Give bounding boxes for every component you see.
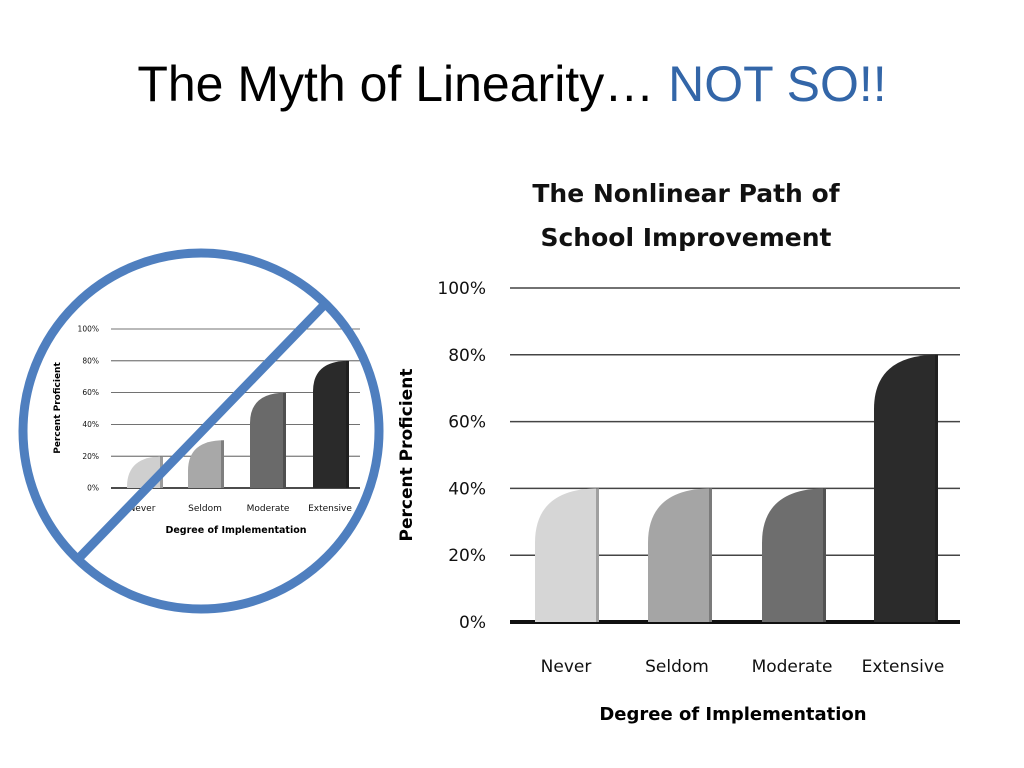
bar-seldom bbox=[188, 440, 224, 488]
y-tick-label: 60% bbox=[82, 388, 99, 397]
main-chart-title-line-1: The Nonlinear Path of bbox=[532, 179, 840, 208]
main-chart-y-axis-label: Percent Proficient bbox=[397, 369, 417, 542]
y-tick-label: 60% bbox=[448, 413, 486, 433]
x-tick-label: Moderate bbox=[247, 504, 290, 514]
y-tick-label: 20% bbox=[82, 452, 99, 461]
small-chart-y-tick-labels: 0% 20% 40% 60% 80% 100% bbox=[78, 325, 99, 493]
x-tick-label: Extensive bbox=[308, 504, 352, 514]
bar-edge-shade bbox=[823, 488, 826, 622]
bar-moderate bbox=[250, 392, 286, 488]
y-tick-label: 20% bbox=[448, 546, 486, 566]
x-tick-label: Seldom bbox=[645, 657, 709, 677]
y-tick-label: 80% bbox=[448, 346, 486, 366]
bar-edge-shade bbox=[346, 360, 349, 488]
y-tick-label: 80% bbox=[82, 356, 99, 365]
bar-edge-shade bbox=[709, 488, 712, 622]
main-chart-x-tick-labels: Never Seldom Moderate Extensive bbox=[541, 657, 945, 677]
small-chart-x-tick-labels: Never Seldom Moderate Extensive bbox=[129, 504, 353, 514]
slide-title: The Myth of Linearity… NOT SO!! bbox=[0, 52, 1024, 116]
y-tick-label: 100% bbox=[437, 279, 486, 299]
main-chart-y-tick-labels: 0% 20% 40% 60% 80% 100% bbox=[437, 279, 486, 633]
main-chart-bars bbox=[535, 354, 938, 622]
main-chart-x-axis-label: Degree of Implementation bbox=[599, 704, 866, 725]
x-tick-label: Seldom bbox=[188, 504, 222, 514]
bar-seldom bbox=[648, 488, 712, 622]
x-tick-label: Never bbox=[129, 504, 156, 514]
slide-title-accent: NOT SO!! bbox=[668, 56, 887, 112]
small-chart-x-axis-label: Degree of Implementation bbox=[165, 525, 306, 536]
y-tick-label: 0% bbox=[87, 484, 99, 493]
bar-extensive bbox=[874, 354, 938, 622]
bar-never bbox=[535, 488, 599, 622]
slide-title-main: The Myth of Linearity… bbox=[137, 56, 655, 112]
bar-edge-shade bbox=[596, 488, 599, 622]
y-tick-label: 40% bbox=[448, 479, 486, 499]
main-chart-title-line-2: School Improvement bbox=[540, 223, 831, 252]
y-tick-label: 0% bbox=[459, 613, 486, 633]
bar-edge-shade bbox=[283, 392, 286, 488]
y-tick-label: 40% bbox=[82, 420, 99, 429]
y-tick-label: 100% bbox=[78, 325, 99, 334]
bar-edge-shade bbox=[221, 440, 224, 488]
prohibition-sign-icon bbox=[18, 248, 384, 614]
bar-moderate bbox=[762, 488, 826, 622]
bar-edge-shade bbox=[935, 354, 938, 622]
x-tick-label: Never bbox=[541, 657, 592, 677]
x-tick-label: Moderate bbox=[752, 657, 833, 677]
bar-extensive bbox=[313, 360, 349, 488]
small-chart-y-axis-label: Percent Proficient bbox=[53, 362, 63, 454]
x-tick-label: Extensive bbox=[862, 657, 945, 677]
